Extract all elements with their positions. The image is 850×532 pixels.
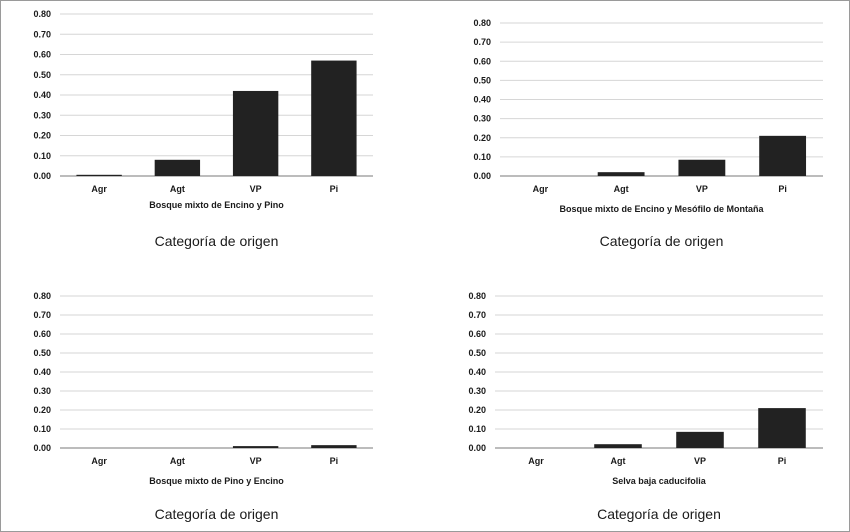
x-tick-label: Agt — [170, 456, 185, 466]
y-tick-label: 0.20 — [468, 405, 486, 415]
x-tick-label: VP — [696, 184, 708, 194]
bar-chart-1: 0.00 0.10 0.20 0.30 0.40 0.50 0.60 0.70 0.80 Agr A… — [33, 9, 373, 249]
x-tick-label: Agr — [91, 456, 107, 466]
bar-chart-3: 0.00 0.10 0.20 0.30 0.40 0.50 0.60 0.70 0.80 Agr A… — [33, 291, 373, 522]
bar-pi — [311, 60, 357, 177]
y-tick-label: 0.80 — [33, 9, 51, 19]
y-tick-label: 0.50 — [33, 70, 51, 80]
y-tick-label: 0.70 — [468, 310, 486, 320]
y-tick-label: 0.60 — [473, 56, 491, 66]
y-tick-label: 0.40 — [473, 95, 491, 105]
y-tick-label: 0.70 — [473, 37, 491, 47]
x-tick-label: VP — [694, 456, 706, 466]
bar-chart-4: 0.00 0.10 0.20 0.30 0.40 0.50 0.60 0.70 0.80 Agr A… — [468, 291, 823, 522]
x-tick-label: Agr — [533, 184, 549, 194]
y-tick-label: 0.00 — [468, 443, 486, 453]
chart-footer-label: Categoría de origen — [600, 233, 724, 249]
x-tick-label: Agr — [91, 184, 107, 194]
y-tick-label: 0.80 — [468, 291, 486, 301]
bar-agt — [597, 172, 645, 176]
x-tick-label: Pi — [330, 456, 339, 466]
bar-pi — [758, 408, 806, 448]
y-tick-label: 0.50 — [33, 348, 51, 358]
y-tick-label: 0.80 — [33, 291, 51, 301]
y-tick-label: 0.30 — [33, 386, 51, 396]
bar-vp — [676, 431, 724, 448]
bar-agt — [154, 159, 201, 176]
x-tick-label: VP — [250, 184, 262, 194]
x-tick-label: Agr — [528, 456, 544, 466]
x-axis-title: Bosque mixto de Encino y Pino — [149, 200, 284, 210]
chart-footer-label: Categoría de origen — [155, 506, 279, 522]
chart-footer-label: Categoría de origen — [155, 233, 279, 249]
y-tick-label: 0.20 — [473, 133, 491, 143]
bar-agr — [76, 174, 122, 176]
y-tick-label: 0.60 — [33, 329, 51, 339]
y-tick-label: 0.30 — [473, 114, 491, 124]
x-tick-label: Pi — [778, 184, 787, 194]
bar-pi — [311, 445, 357, 448]
y-tick-label: 0.30 — [468, 386, 486, 396]
x-axis-title: Bosque mixto de Encino y Mesófilo de Mon… — [559, 204, 764, 214]
y-tick-label: 0.60 — [468, 329, 486, 339]
x-tick-label: Agt — [611, 456, 626, 466]
x-axis-title: Selva baja caducifolia — [612, 476, 707, 486]
y-tick-label: 0.00 — [473, 171, 491, 181]
y-tick-label: 0.70 — [33, 310, 51, 320]
y-tick-label: 0.80 — [473, 18, 491, 28]
x-tick-label: VP — [250, 456, 262, 466]
bar-pi — [759, 135, 807, 176]
y-tick-label: 0.10 — [33, 424, 51, 434]
bar-vp — [232, 446, 279, 448]
y-tick-label: 0.10 — [468, 424, 486, 434]
bar-vp — [678, 159, 726, 176]
y-tick-label: 0.00 — [33, 443, 51, 453]
x-tick-label: Pi — [330, 184, 339, 194]
y-tick-label: 0.40 — [468, 367, 486, 377]
y-tick-label: 0.70 — [33, 29, 51, 39]
y-tick-label: 0.20 — [33, 131, 51, 141]
y-tick-label: 0.10 — [33, 151, 51, 161]
y-tick-label: 0.40 — [33, 367, 51, 377]
bar-agt — [594, 444, 642, 448]
y-tick-label: 0.30 — [33, 110, 51, 120]
x-tick-label: Pi — [778, 456, 787, 466]
y-tick-label: 0.40 — [33, 90, 51, 100]
x-tick-label: Agt — [170, 184, 185, 194]
x-tick-label: Agt — [614, 184, 629, 194]
bar-vp — [232, 90, 279, 176]
y-tick-label: 0.20 — [33, 405, 51, 415]
y-tick-label: 0.50 — [473, 75, 491, 85]
y-tick-label: 0.50 — [468, 348, 486, 358]
bar-chart-2: 0.00 0.10 0.20 0.30 0.40 0.50 0.60 0.70 0.80 Agr A… — [473, 18, 823, 249]
chart-footer-label: Categoría de origen — [597, 506, 721, 522]
y-tick-label: 0.60 — [33, 50, 51, 60]
y-tick-label: 0.10 — [473, 152, 491, 162]
y-tick-label: 0.00 — [33, 171, 51, 181]
x-axis-title: Bosque mixto de Pino y Encino — [149, 476, 284, 486]
